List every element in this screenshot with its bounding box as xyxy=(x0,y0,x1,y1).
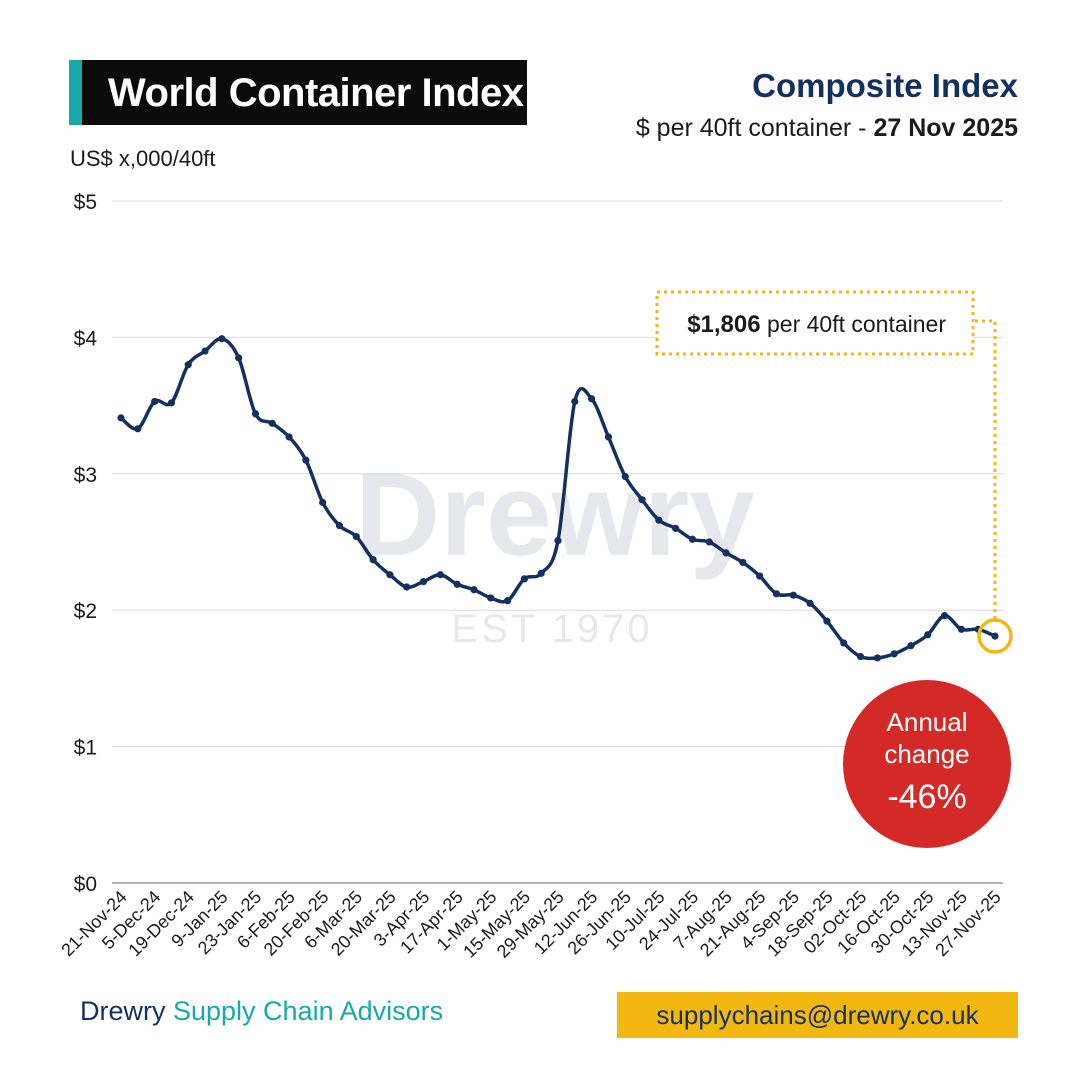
data-point xyxy=(302,456,310,464)
data-point xyxy=(184,361,192,369)
data-point xyxy=(856,652,865,661)
data-point xyxy=(705,538,713,546)
data-point xyxy=(470,586,478,594)
email-banner: supplychains@drewry.co.uk xyxy=(617,992,1018,1038)
data-point xyxy=(436,571,444,579)
y-tick-label: $1 xyxy=(74,737,97,760)
data-point xyxy=(134,425,142,433)
subline-prefix: $ per 40ft container - xyxy=(635,114,874,142)
series-line xyxy=(119,337,997,661)
data-point xyxy=(571,397,579,406)
watermark-name: Drewry xyxy=(355,449,755,581)
chart-subline: $ per 40ft container - 27 Nov 2025 xyxy=(636,111,1018,145)
data-point xyxy=(117,414,125,422)
contact-email[interactable]: supplychains@drewry.co.uk xyxy=(656,1000,979,1030)
watermark: Drewry EST 1970 xyxy=(355,449,755,651)
annual-change-circle xyxy=(843,680,1011,848)
data-point xyxy=(151,397,159,406)
data-point xyxy=(554,537,562,545)
y-axis-unit-label: US$ x,000/40ft xyxy=(70,146,216,171)
x-axis-ticks: 21-Nov-245-Dec-2419-Dec-249-Jan-2523-Jan… xyxy=(57,887,1005,962)
annual-change-line2: change xyxy=(884,739,969,769)
data-point xyxy=(268,419,276,427)
data-point xyxy=(335,522,344,530)
data-point xyxy=(722,549,730,557)
data-point xyxy=(940,612,949,620)
data-point xyxy=(621,472,629,481)
data-point xyxy=(638,496,646,504)
y-tick-label: $0 xyxy=(74,873,97,896)
callout-highlight-ring xyxy=(977,618,1013,654)
data-point xyxy=(688,535,697,543)
callout-leader xyxy=(975,319,997,620)
y-axis-ticks: $0 $1 $2 $3 $4 $5 xyxy=(74,191,98,896)
data-point xyxy=(537,569,545,577)
data-point xyxy=(924,631,932,639)
annual-change-value: -46% xyxy=(887,778,966,816)
data-point xyxy=(789,591,797,599)
data-point xyxy=(907,642,915,650)
data-point xyxy=(991,632,999,640)
data-point xyxy=(588,395,596,403)
y-tick-label: $3 xyxy=(74,464,97,487)
data-point xyxy=(756,572,764,580)
annual-change-line1: Annual xyxy=(887,707,968,737)
y-tick-label: $4 xyxy=(74,327,98,350)
data-point xyxy=(386,571,394,579)
data-point xyxy=(823,617,831,625)
data-point xyxy=(890,650,898,658)
data-point xyxy=(604,433,613,441)
data-point xyxy=(201,347,209,355)
data-point xyxy=(167,399,176,407)
data-point xyxy=(957,625,965,633)
title-banner: World Container Index xyxy=(69,60,527,125)
subline-date: 27 Nov 2025 xyxy=(873,114,1018,142)
data-point xyxy=(285,433,293,441)
callout-value: $1,806 xyxy=(687,311,760,338)
data-point xyxy=(419,577,428,586)
value-callout: $1,806 per 40ft container xyxy=(655,290,1013,654)
y-tick-label: $5 xyxy=(74,191,97,214)
data-point xyxy=(319,498,327,507)
footer-brand-name: Drewry xyxy=(80,996,166,1026)
data-point xyxy=(655,516,663,524)
data-point xyxy=(806,599,814,607)
data-point xyxy=(672,524,680,532)
callout-box xyxy=(655,290,975,356)
callout-text: $1,806 per 40ft container xyxy=(687,311,946,338)
data-point xyxy=(369,556,377,564)
footer-brand: Drewry Supply Chain Advisors xyxy=(80,994,443,1028)
y-tick-label: $2 xyxy=(74,600,97,623)
data-point xyxy=(218,335,226,343)
data-point xyxy=(503,597,512,605)
footer-division: Supply Chain Advisors xyxy=(165,996,444,1026)
series-points xyxy=(117,335,999,662)
data-point xyxy=(772,590,781,598)
data-point xyxy=(352,532,360,541)
data-point xyxy=(520,575,528,583)
callout-suffix: per 40ft container xyxy=(761,311,947,337)
watermark-est: EST 1970 xyxy=(451,607,652,651)
data-point xyxy=(840,639,848,647)
data-point xyxy=(403,583,411,591)
annual-change-badge: Annual change -46% xyxy=(843,680,1011,848)
data-point xyxy=(235,354,243,362)
data-point xyxy=(487,594,495,602)
data-point xyxy=(739,558,747,567)
data-point xyxy=(873,654,881,662)
page-title: World Container Index xyxy=(108,71,524,115)
data-point xyxy=(251,410,260,418)
chart-subtitle: Composite Index xyxy=(752,67,1018,104)
data-point xyxy=(453,580,461,588)
